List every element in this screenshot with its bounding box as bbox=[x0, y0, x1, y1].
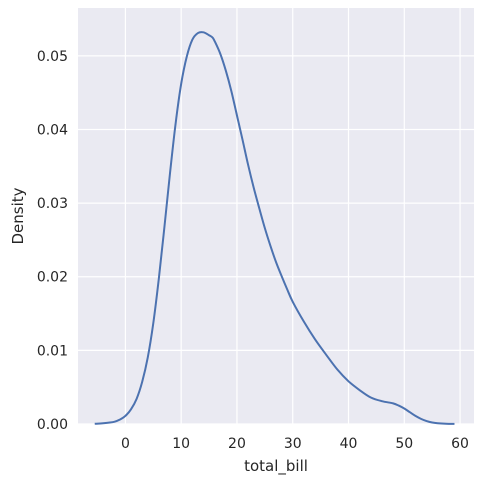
x-tick-label: 30 bbox=[284, 436, 302, 452]
x-axis-label: total_bill bbox=[244, 457, 308, 476]
y-tick-label: 0.04 bbox=[37, 122, 68, 138]
density-curve bbox=[94, 31, 455, 425]
y-tick-label: 0.00 bbox=[37, 417, 68, 433]
density-curves bbox=[94, 31, 455, 425]
x-axis-ticks: 0 10 20 30 40 50 60 bbox=[121, 436, 469, 452]
grid-lines bbox=[78, 8, 474, 425]
x-tick-label: 0 bbox=[121, 436, 130, 452]
y-tick-label: 0.01 bbox=[37, 343, 68, 359]
x-tick-label: 20 bbox=[228, 436, 246, 452]
x-tick-label: 40 bbox=[340, 436, 358, 452]
y-tick-label: 0.02 bbox=[37, 270, 68, 286]
x-tick-label: 10 bbox=[172, 436, 190, 452]
x-tick-label: 50 bbox=[395, 436, 413, 452]
plot-area bbox=[78, 8, 474, 424]
y-axis-label: Density bbox=[9, 187, 27, 244]
x-tick-label: 60 bbox=[451, 436, 469, 452]
y-tick-label: 0.05 bbox=[37, 49, 68, 65]
y-tick-label: 0.03 bbox=[37, 196, 68, 212]
y-axis-ticks: 0.00 0.01 0.02 0.03 0.04 0.05 bbox=[37, 49, 68, 433]
